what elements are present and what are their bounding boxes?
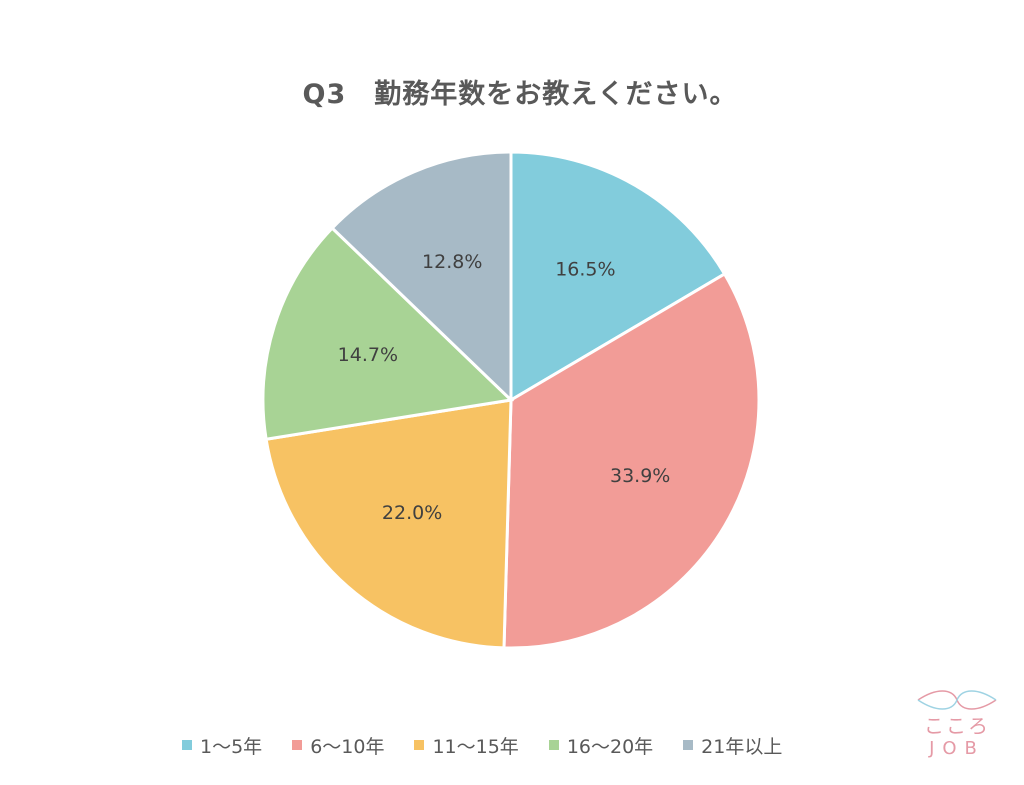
- slice-label: 14.7%: [338, 344, 398, 366]
- pie-slice: [330, 150, 513, 404]
- legend-item: 21年以上: [683, 732, 782, 759]
- pie-slices: [261, 150, 761, 650]
- legend-swatch: [292, 740, 303, 750]
- legend-label: 11～15年: [432, 735, 519, 758]
- slice-label: 22.0%: [382, 502, 442, 524]
- legend-label: 6～10年: [310, 735, 385, 758]
- chart-title: Q3 勤務年数をお教えください。: [302, 79, 738, 110]
- legend: 1～5年 6～10年 11～15年 16～20年 21年以上: [182, 732, 782, 758]
- legend-label: 1～5年: [200, 735, 263, 758]
- wave-icon: [917, 690, 997, 710]
- pie-slice: [261, 225, 515, 441]
- slice-label: 33.9%: [610, 465, 670, 487]
- brand-logo-text-top: こころ: [924, 714, 990, 738]
- legend-swatch: [182, 740, 192, 750]
- pie-slice: [509, 150, 727, 403]
- slice-label: 16.5%: [555, 259, 615, 281]
- pie-slice: [264, 398, 513, 650]
- legend-item: 16～20年: [548, 732, 654, 759]
- legend-item: 6～10年: [292, 732, 384, 759]
- brand-logo-text-bottom: JOB: [929, 738, 985, 759]
- legend-swatch: [414, 740, 425, 750]
- legend-item: 11～15年: [414, 732, 519, 759]
- legend-item: 1～5年: [182, 732, 262, 759]
- legend-swatch: [683, 740, 694, 750]
- brand-logo: こころ JOB: [916, 688, 998, 768]
- legend-label: 16～20年: [566, 735, 654, 758]
- pie-labels: 16.5% 33.9% 22.0% 14.7% 12.8%: [338, 251, 671, 524]
- legend-label: 21年以上: [701, 735, 783, 758]
- pie-slice: [502, 271, 761, 650]
- slice-label: 12.8%: [422, 251, 482, 273]
- legend-swatch: [548, 740, 559, 750]
